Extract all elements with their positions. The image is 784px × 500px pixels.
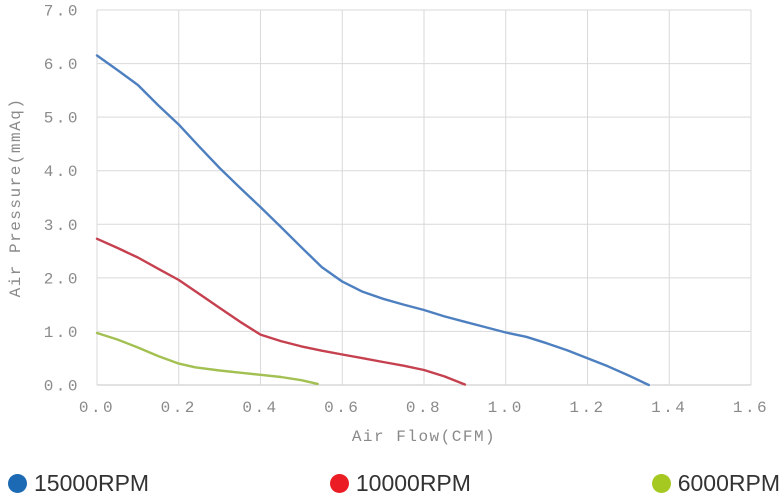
legend-item-6000rpm: 6000RPM [651, 469, 780, 496]
series-line-6000rpm [95, 331, 319, 386]
y-tick-label: 0.0 [44, 378, 80, 396]
y-tick-label: 3.0 [44, 217, 80, 235]
x-tick-label: 0.4 [242, 399, 278, 417]
y-tick-label: 7.0 [44, 3, 80, 21]
x-tick-label: 1.6 [733, 399, 769, 417]
x-tick-label: 0.8 [406, 399, 442, 417]
x-tick-label: 0.0 [79, 399, 115, 417]
y-axis-title: Air Pressure(mmAq) [7, 98, 25, 298]
y-tick-label: 1.0 [44, 324, 80, 342]
legend-item-10000rpm: 10000RPM [329, 469, 471, 496]
y-tick-label: 4.0 [44, 163, 80, 181]
x-tick-label: 0.2 [161, 399, 197, 417]
series-line-10000rpm [95, 237, 467, 386]
y-tick-label: 2.0 [44, 270, 80, 288]
legend-swatch-10000rpm-icon [329, 473, 349, 493]
x-tick-label: 1.4 [651, 399, 687, 417]
legend-item-15000rpm: 15000RPM [8, 469, 150, 496]
y-tick-label: 6.0 [44, 56, 80, 74]
legend-swatch-6000rpm-icon [651, 473, 671, 493]
chart-plot-area: 0.0 0.2 0.4 0.6 0.8 1.0 1.2 1.4 1.6 0.0 1.0 2.0 3.0 4… [7, 3, 769, 447]
x-tick-label: 0.6 [324, 399, 360, 417]
legend-label-10000rpm: 10000RPM [355, 469, 471, 496]
x-axis-title: Air Flow(CFM) [352, 428, 496, 446]
x-tick-label: 1.2 [569, 399, 605, 417]
legend-swatch-15000rpm-icon [8, 473, 27, 493]
series-line-15000rpm [95, 54, 650, 387]
legend-label-15000rpm: 15000RPM [34, 469, 150, 496]
x-tick-label: 1.0 [488, 399, 524, 417]
chart-legend: 15000RPM 10000RPM 6000RPM [0, 466, 784, 500]
legend-label-6000rpm: 6000RPM [677, 469, 780, 496]
y-tick-label: 5.0 [44, 110, 80, 128]
